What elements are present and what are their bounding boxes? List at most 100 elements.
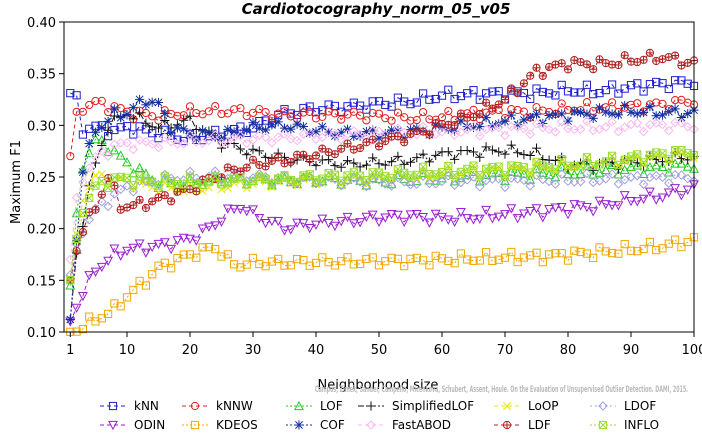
- data-point: [670, 158, 681, 168]
- legend-label: kNN: [134, 399, 159, 413]
- legend-label: FastABOD: [392, 418, 451, 432]
- data-point: [525, 174, 536, 184]
- data-point: [544, 110, 554, 121]
- data-point: [544, 205, 555, 215]
- data-point: [135, 108, 145, 118]
- data-point: [613, 126, 624, 137]
- data-point: [468, 121, 479, 132]
- data-point: [305, 261, 314, 270]
- data-point: [639, 244, 648, 254]
- data-point: [449, 130, 460, 140]
- data-point: [575, 176, 586, 187]
- data-point: [85, 124, 94, 133]
- data-point: [78, 227, 88, 237]
- data-point: [72, 91, 81, 100]
- data-point: [449, 180, 460, 191]
- data-point: [267, 156, 276, 165]
- data-point: [406, 116, 415, 125]
- data-point: [525, 207, 536, 217]
- data-point: [663, 188, 674, 198]
- data-point: [462, 175, 473, 185]
- data-point: [330, 109, 339, 118]
- data-point: [362, 254, 371, 264]
- series-line: [69, 52, 695, 281]
- data-point: [78, 167, 88, 177]
- data-point: [104, 183, 113, 192]
- data-point: [608, 80, 617, 89]
- data-point: [507, 247, 516, 257]
- data-point: [96, 146, 107, 156]
- data-point: [128, 102, 138, 113]
- data-point: [405, 157, 416, 167]
- data-point: [512, 167, 523, 177]
- data-point: [455, 208, 466, 218]
- legend-marker: [190, 401, 200, 411]
- data-point: [192, 108, 201, 118]
- data-point: [531, 163, 542, 174]
- data-point: [179, 136, 188, 146]
- data-point: [223, 109, 232, 118]
- data-point: [362, 116, 371, 125]
- data-point: [128, 186, 139, 197]
- data-point: [682, 185, 693, 195]
- data-point: [658, 79, 667, 88]
- data-point: [620, 51, 629, 60]
- legend-marker: [502, 420, 512, 430]
- data-point: [557, 154, 566, 164]
- y-tick-label: 0.40: [27, 16, 56, 31]
- data-point: [494, 147, 504, 157]
- data-point: [645, 80, 654, 89]
- data-point: [380, 213, 391, 223]
- data-point: [129, 130, 138, 139]
- legend-marker: [366, 420, 376, 430]
- data-point: [285, 133, 296, 144]
- data-point: [557, 80, 566, 89]
- data-point: [620, 240, 629, 249]
- x-tick-label: 80: [560, 343, 577, 358]
- data-point: [242, 125, 252, 135]
- data-point: [676, 158, 687, 168]
- data-point: [355, 129, 365, 140]
- data-point: [393, 254, 402, 264]
- data-point: [387, 102, 396, 111]
- legend-marker: [503, 402, 511, 410]
- data-point: [682, 121, 693, 132]
- x-tick-label: 50: [371, 343, 388, 358]
- data-point: [166, 244, 177, 255]
- data-point: [444, 161, 453, 171]
- data-point: [487, 168, 498, 178]
- data-point: [356, 259, 365, 268]
- data-point: [424, 218, 435, 228]
- data-point: [179, 180, 188, 189]
- data-point: [191, 137, 202, 147]
- data-point: [638, 168, 649, 179]
- data-point: [292, 218, 303, 228]
- data-point: [380, 129, 390, 139]
- data-point: [255, 160, 264, 170]
- data-point: [166, 136, 176, 147]
- data-point: [362, 105, 371, 114]
- data-point: [526, 94, 535, 103]
- data-point: [419, 107, 428, 117]
- data-point: [608, 248, 617, 258]
- data-point: [512, 122, 523, 132]
- data-point: [148, 197, 157, 206]
- data-point: [613, 110, 623, 120]
- data-point: [399, 127, 410, 138]
- data-point: [235, 144, 245, 154]
- data-point: [494, 255, 503, 264]
- data-point: [166, 128, 176, 138]
- data-point: [513, 105, 522, 115]
- data-point: [267, 137, 277, 148]
- data-point: [576, 88, 585, 97]
- data-point: [78, 107, 88, 116]
- data-point: [575, 201, 586, 211]
- data-point: [141, 281, 151, 290]
- data-point: [500, 170, 510, 179]
- data-point: [349, 260, 358, 269]
- data-point: [400, 138, 409, 147]
- legend-item-loop: LoOP: [494, 399, 559, 413]
- data-point: [506, 166, 517, 177]
- data-point: [192, 187, 201, 196]
- data-point: [411, 179, 422, 189]
